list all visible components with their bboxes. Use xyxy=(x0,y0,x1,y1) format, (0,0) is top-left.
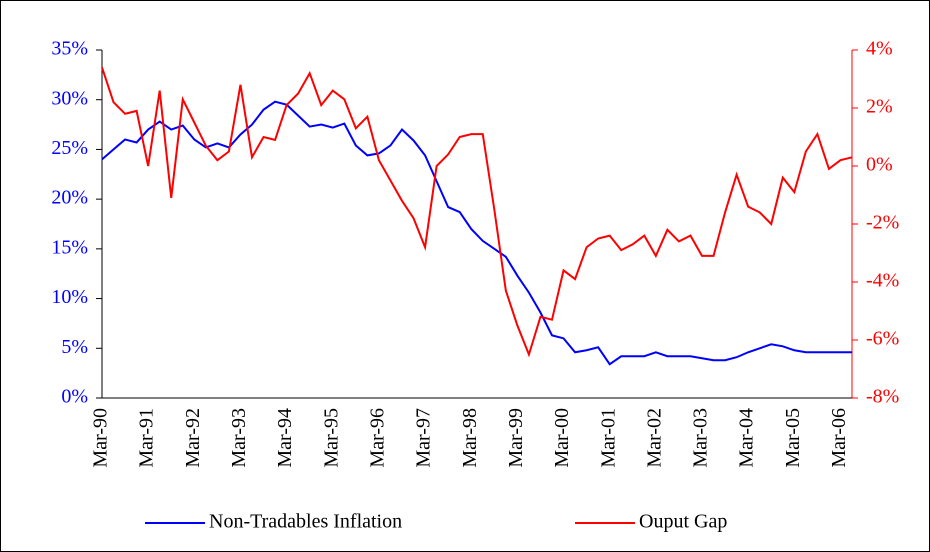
x-tick-label: Mar-91 xyxy=(136,408,158,468)
y-tick-label: 35% xyxy=(51,38,88,60)
legend-label: Non-Tradables Inflation xyxy=(209,511,402,533)
x-tick-label: Mar-99 xyxy=(505,408,527,468)
y2-tick-label: 0% xyxy=(866,154,893,176)
x-tick-label: Mar-90 xyxy=(90,408,112,468)
x-tick-label: Mar-00 xyxy=(551,408,573,468)
y-tick-label: 30% xyxy=(51,87,88,109)
y-tick-label: 10% xyxy=(51,286,88,308)
x-tick-label: Mar-04 xyxy=(736,408,758,468)
x-tick-label: Mar-02 xyxy=(643,408,665,468)
x-tick-label: Mar-93 xyxy=(228,408,250,468)
y-tick-label: 0% xyxy=(61,386,88,408)
y2-tick-label: -6% xyxy=(866,328,899,350)
y2-tick-label: -8% xyxy=(866,386,899,408)
x-tick-label: Mar-05 xyxy=(782,408,804,468)
y-tick-label: 25% xyxy=(51,137,88,159)
series-line xyxy=(101,67,853,358)
y-tick-label: 5% xyxy=(61,336,88,358)
y2-tick-label: 2% xyxy=(866,96,893,118)
x-tick-label: Mar-92 xyxy=(182,408,204,468)
x-tick-label: Mar-01 xyxy=(597,408,619,468)
y2-tick-label: 4% xyxy=(866,38,893,60)
y-tick-label: 20% xyxy=(51,187,88,209)
x-tick-label: Mar-98 xyxy=(459,408,481,468)
x-tick-label: Mar-03 xyxy=(690,408,712,468)
x-tick-label: Mar-96 xyxy=(367,408,389,468)
y2-tick-label: -2% xyxy=(866,212,899,234)
x-tick-label: Mar-97 xyxy=(413,408,435,468)
y2-tick-label: -4% xyxy=(866,270,899,292)
x-tick-label: Mar-06 xyxy=(828,408,850,468)
y-tick-label: 15% xyxy=(51,236,88,258)
series-line xyxy=(101,100,852,366)
legend-label: Ouput Gap xyxy=(639,511,727,533)
x-tick-label: Mar-95 xyxy=(320,408,342,468)
x-tick-label: Mar-94 xyxy=(274,408,296,468)
